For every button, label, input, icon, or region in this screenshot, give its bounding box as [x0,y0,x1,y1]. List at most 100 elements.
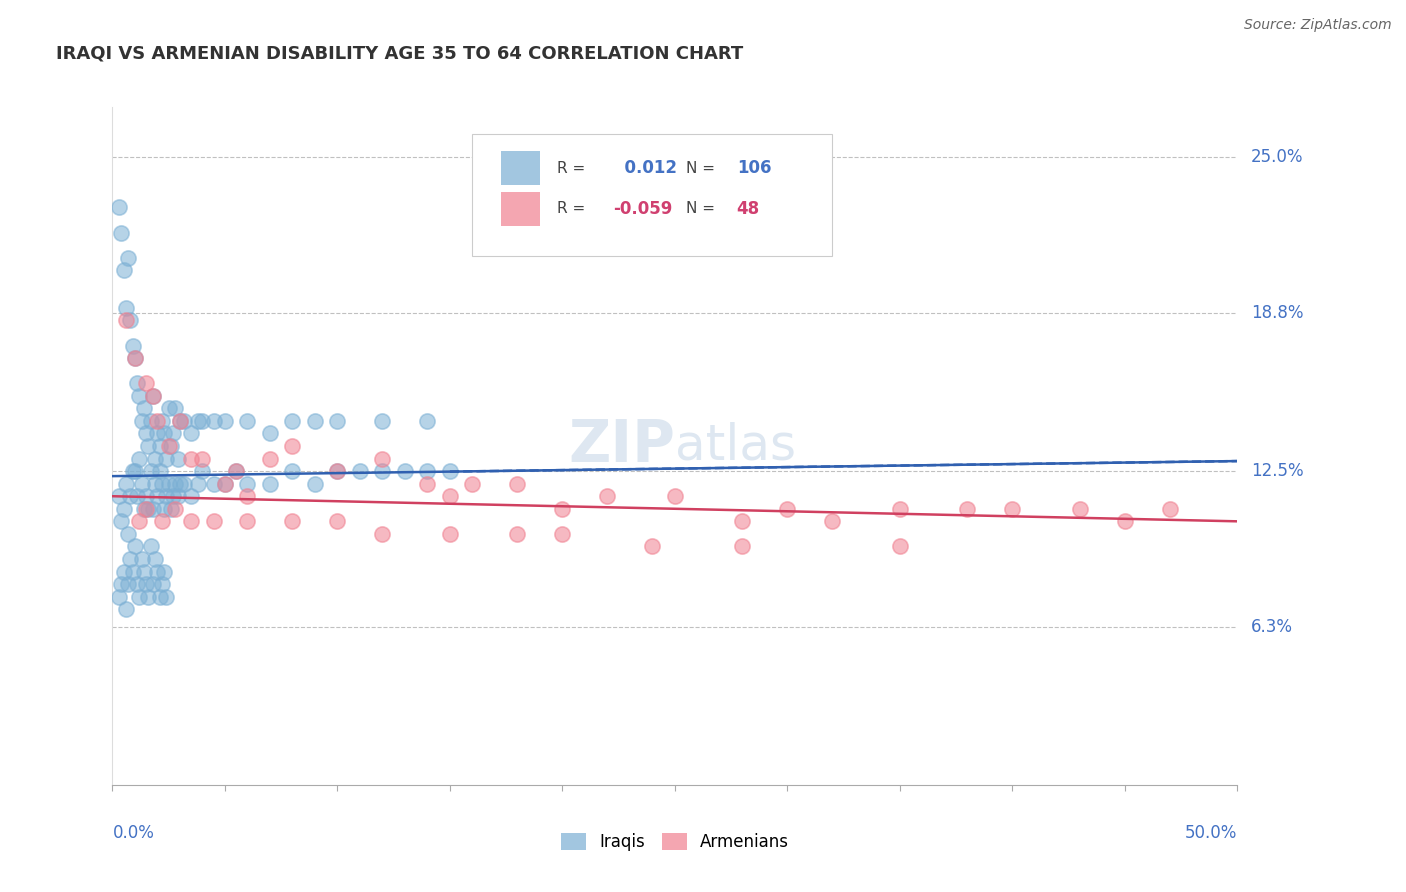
Text: IRAQI VS ARMENIAN DISABILITY AGE 35 TO 64 CORRELATION CHART: IRAQI VS ARMENIAN DISABILITY AGE 35 TO 6… [56,45,744,62]
Point [416,476,439,491]
Point [371,414,394,428]
Point [124,540,146,554]
Text: 48: 48 [737,200,759,218]
Point [120,489,142,503]
Point [236,514,259,528]
Point [180,451,202,466]
Legend: Iraqis, Armenians: Iraqis, Armenians [554,827,796,858]
Point [259,451,281,466]
Point [180,426,202,441]
Point [326,464,349,478]
Point [150,476,173,491]
Point [1001,501,1024,516]
Point [371,464,394,478]
Text: N =: N = [686,161,716,176]
Point [132,501,155,516]
Point [551,527,574,541]
Point [162,489,184,503]
Point [153,426,176,441]
Point [202,514,225,528]
Point [214,476,236,491]
Point [169,414,191,428]
Point [143,476,166,491]
Point [138,501,160,516]
Point [157,439,180,453]
Point [173,476,195,491]
Point [349,464,371,478]
Point [394,464,416,478]
Point [150,414,173,428]
Point [124,351,146,365]
Point [155,489,177,503]
Point [132,565,155,579]
Point [143,451,166,466]
Point [135,501,157,516]
Point [131,552,153,566]
Point [439,489,461,503]
Point [160,501,183,516]
Point [169,476,191,491]
Point [115,602,138,616]
Point [110,577,132,591]
Point [889,501,911,516]
Point [304,476,326,491]
Point [371,527,394,541]
Point [202,476,225,491]
Point [132,401,155,416]
Point [128,389,150,403]
Point [506,527,529,541]
Text: atlas: atlas [675,422,796,470]
Point [641,540,664,554]
Text: 18.8%: 18.8% [1251,304,1303,322]
Point [180,489,202,503]
Point [146,565,169,579]
Point [214,476,236,491]
Point [1159,501,1181,516]
Point [110,226,132,240]
Point [259,476,281,491]
Point [146,489,169,503]
Point [162,426,184,441]
Point [461,476,484,491]
Point [142,577,165,591]
Point [135,426,157,441]
Point [191,464,214,478]
Point [135,489,157,503]
Point [124,351,146,365]
Point [1114,514,1136,528]
Point [416,464,439,478]
Point [889,540,911,554]
Point [191,414,214,428]
Point [326,514,349,528]
Point [139,414,162,428]
Point [169,414,191,428]
Point [121,464,143,478]
Point [146,426,169,441]
Point [191,451,214,466]
Text: R =: R = [557,202,585,216]
Point [157,476,180,491]
Point [108,489,131,503]
FancyBboxPatch shape [501,151,540,185]
Point [155,451,177,466]
Point [956,501,979,516]
Point [160,439,183,453]
Point [187,414,209,428]
Point [135,577,157,591]
Point [776,501,799,516]
Text: 106: 106 [737,159,772,177]
Text: 12.5%: 12.5% [1251,462,1303,480]
Point [155,590,177,604]
Point [127,577,149,591]
Point [304,414,326,428]
Point [326,464,349,478]
Point [731,514,754,528]
Point [121,565,143,579]
Point [281,439,304,453]
Point [236,489,259,503]
Point [115,301,138,315]
Point [187,476,209,491]
Point [131,476,153,491]
Point [124,464,146,478]
Text: R =: R = [557,161,585,176]
